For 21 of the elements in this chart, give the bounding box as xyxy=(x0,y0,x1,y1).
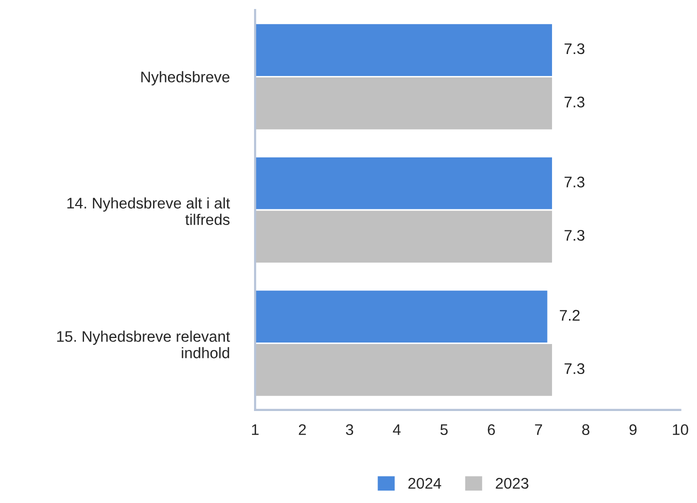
x-tick-label: 9 xyxy=(630,424,637,436)
x-tick-label: 3 xyxy=(346,424,354,436)
x-tick-label: 4 xyxy=(392,424,401,435)
x-tick-label: 8 xyxy=(582,424,590,436)
legend-label: 2023 xyxy=(496,478,528,489)
x-tick-label: 2 xyxy=(298,424,306,435)
data-label: 7.3 xyxy=(564,363,584,374)
data-label: 7.2 xyxy=(560,310,580,321)
x-tick-label: 1 xyxy=(252,424,259,435)
data-label: 7.3 xyxy=(564,96,584,108)
y-tick-label: 15. Nyhedsbreve relevant indhold xyxy=(57,330,230,358)
x-tick-label: 5 xyxy=(440,424,448,436)
x-tick-label: 7 xyxy=(535,424,542,435)
x-tick-label: 10 xyxy=(672,424,688,436)
y-tick-label: 14. Nyhedsbreve alt i alt tilfreds xyxy=(67,197,230,226)
x-tick-label: 6 xyxy=(488,424,495,436)
legend-label: 2024 xyxy=(408,478,442,489)
data-label: 7.3 xyxy=(564,176,584,188)
y-tick-label: Nyhedsbreve xyxy=(141,71,230,86)
data-label: 7.3 xyxy=(564,43,584,54)
data-label: 7.3 xyxy=(564,230,584,241)
